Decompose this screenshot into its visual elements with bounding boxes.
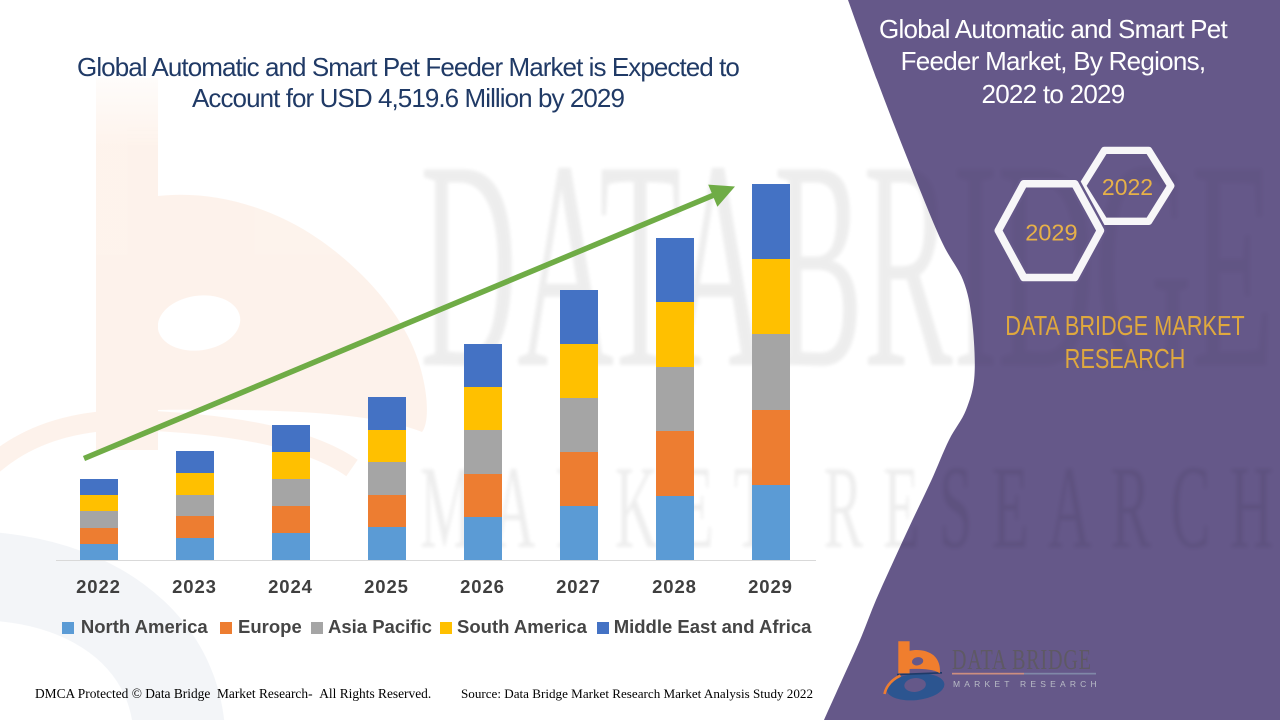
svg-text:MARKET RESEARCH: MARKET RESEARCH	[953, 679, 1101, 689]
svg-text:2029: 2029	[1025, 219, 1077, 245]
svg-text:2022: 2022	[1102, 174, 1153, 200]
svg-text:DATA BRIDGE: DATA BRIDGE	[952, 645, 1092, 676]
